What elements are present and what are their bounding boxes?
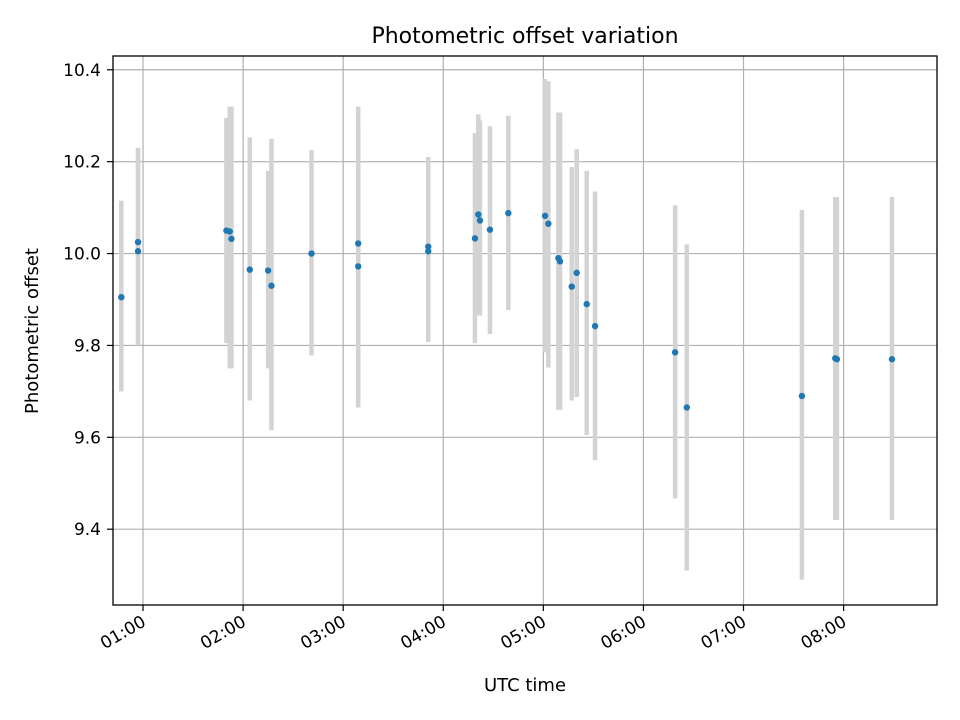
- data-point: [591, 322, 599, 330]
- data-point: [268, 282, 275, 289]
- data-point: [228, 235, 235, 243]
- y-tick-label: 9.8: [74, 336, 101, 356]
- grid-lines: [113, 56, 937, 605]
- data-point: [134, 248, 142, 255]
- data-point: [354, 263, 362, 270]
- y-tick-label: 9.6: [74, 428, 101, 448]
- data-point: [308, 250, 315, 257]
- x-tick-label: 01:00: [97, 612, 149, 654]
- data-point: [505, 209, 512, 217]
- data-point: [573, 269, 580, 277]
- y-axis-ticks: 9.4 9.6 9.8 10.0 10.2 10.4: [63, 61, 113, 540]
- x-tick-label: 08:00: [798, 612, 850, 654]
- data-point: [425, 248, 432, 255]
- data-point: [471, 235, 479, 242]
- data-point: [425, 243, 432, 250]
- data-point: [486, 226, 494, 233]
- y-axis-label: Photometric offset: [22, 248, 43, 414]
- x-tick-label: 07:00: [698, 612, 750, 654]
- y-tick-label: 10.2: [63, 153, 101, 173]
- y-tick-label: 10.0: [63, 245, 101, 265]
- data-point: [583, 300, 590, 308]
- plot-frame: [112, 55, 938, 606]
- x-axis-ticks: 01:00 02:00 03:00 04:00 05:00 06:00 07:00 08:00: [97, 605, 850, 654]
- data-point: [264, 267, 272, 274]
- error-bars: [119, 78, 895, 580]
- x-tick-label: 05:00: [497, 612, 549, 654]
- x-tick-label: 02:00: [197, 612, 249, 654]
- y-tick-label: 10.4: [63, 61, 101, 81]
- data-point: [118, 293, 125, 301]
- data-point: [246, 266, 253, 273]
- data-point: [833, 356, 841, 363]
- data-points: [118, 209, 896, 411]
- x-axis-label: UTC time: [484, 675, 566, 696]
- data-point: [888, 356, 896, 363]
- data-point: [134, 238, 142, 246]
- data-point: [671, 349, 679, 356]
- data-point: [354, 240, 362, 247]
- data-point: [683, 404, 690, 411]
- chart-title: Photometric offset variation: [371, 24, 678, 49]
- data-point: [476, 217, 484, 224]
- data-point: [545, 220, 552, 227]
- data-point: [798, 392, 806, 400]
- x-tick-label: 03:00: [297, 612, 349, 654]
- x-tick-label: 06:00: [597, 612, 649, 654]
- data-point: [568, 283, 575, 290]
- data-point: [541, 212, 549, 220]
- x-tick-label: 04:00: [397, 612, 449, 654]
- data-point: [475, 211, 482, 218]
- y-tick-label: 9.4: [74, 520, 101, 540]
- data-point: [226, 228, 233, 235]
- data-point: [556, 258, 564, 265]
